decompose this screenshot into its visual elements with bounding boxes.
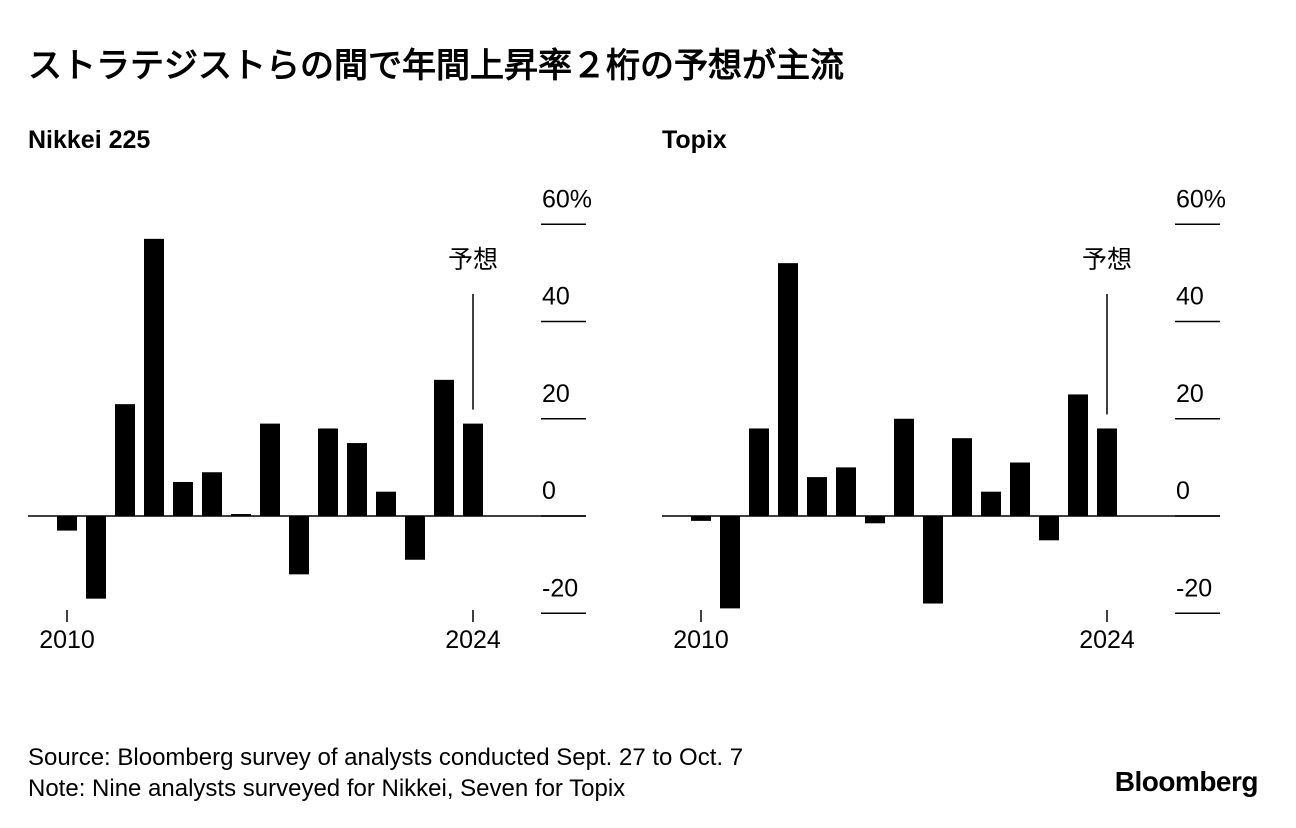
- topix-x-tick-label: 2024: [1079, 626, 1135, 654]
- nikkei-bar-2023: [434, 379, 454, 516]
- topix-bar-2024: [1097, 428, 1117, 516]
- topix-y-tick-label: 0: [1176, 477, 1190, 505]
- nikkei-bar-2018: [289, 516, 309, 575]
- nikkei-x-tick-label: 2024: [445, 626, 501, 654]
- topix-bar-2021: [1010, 462, 1030, 516]
- topix-chart-title: Topix: [662, 126, 727, 154]
- topix-bar-2013: [778, 263, 798, 516]
- page-title: ストラテジストらの間で年間上昇率２桁の予想が主流: [28, 46, 844, 86]
- analyst-note: Note: Nine analysts surveyed for Nikkei,…: [28, 775, 626, 802]
- topix-chart-panel: Topix 60% 40 20 0 -20 2010 2024 予想: [662, 110, 1282, 690]
- topix-bar-2014: [807, 477, 827, 516]
- nikkei-bar-2013: [144, 238, 164, 516]
- topix-bar-2020: [981, 491, 1001, 516]
- bloomberg-logo: Bloomberg: [1114, 766, 1259, 797]
- nikkei-bar-2014: [173, 481, 193, 516]
- topix-bar-chart: 60% 40 20 0 -20 2010 2024 予想: [662, 185, 1226, 654]
- topix-bar-2016: [865, 516, 885, 524]
- nikkei-bar-2011: [86, 516, 106, 599]
- topix-bar-2017: [894, 418, 914, 516]
- nikkei-bar-chart: 60% 40 20 0 -20 2010 2024 予想: [28, 185, 592, 654]
- nikkei-y-tick-label: 60%: [542, 185, 592, 213]
- topix-y-tick-label: -20: [1176, 574, 1212, 602]
- nikkei-bar-2012: [115, 404, 135, 516]
- topix-y-tick-label: 40: [1176, 283, 1204, 311]
- nikkei-y-tick-label: 40: [542, 283, 570, 311]
- nikkei-x-tick-label: 2010: [39, 626, 95, 654]
- nikkei-bar-2024: [463, 423, 483, 516]
- topix-bar-2018: [923, 516, 943, 604]
- topix-bar-2019: [952, 438, 972, 516]
- topix-y-tick-label: 60%: [1176, 185, 1226, 213]
- nikkei-y-tick-label: 20: [542, 380, 570, 408]
- topix-bar-2023: [1068, 394, 1088, 516]
- nikkei-forecast-annotation-label: 予想: [448, 245, 498, 274]
- nikkei-bar-2020: [347, 443, 367, 516]
- nikkei-y-tick-label: -20: [542, 574, 578, 602]
- topix-x-tick-label: 2010: [673, 626, 729, 654]
- topix-bar-2011: [720, 516, 740, 609]
- nikkei-chart-panel: Nikkei 225 60% 40 20 0 -20 2010 2024 予想: [28, 110, 648, 690]
- topix-bar-2022: [1039, 516, 1059, 541]
- nikkei-bar-2016: [231, 514, 251, 516]
- nikkei-bar-2015: [202, 472, 222, 516]
- nikkei-bar-2017: [260, 423, 280, 516]
- nikkei-bar-2022: [405, 516, 425, 560]
- topix-bar-2015: [836, 467, 856, 516]
- topix-y-tick-label: 20: [1176, 380, 1204, 408]
- topix-bar-2010: [691, 516, 711, 521]
- nikkei-bar-2010: [57, 516, 77, 531]
- nikkei-bar-2019: [318, 428, 338, 516]
- topix-forecast-annotation-label: 予想: [1082, 245, 1132, 274]
- nikkei-bar-2021: [376, 491, 396, 516]
- nikkei-y-tick-label: 0: [542, 477, 556, 505]
- topix-bar-2012: [749, 428, 769, 516]
- nikkei-chart-title: Nikkei 225: [28, 126, 151, 154]
- source-note: Source: Bloomberg survey of analysts con…: [28, 744, 744, 771]
